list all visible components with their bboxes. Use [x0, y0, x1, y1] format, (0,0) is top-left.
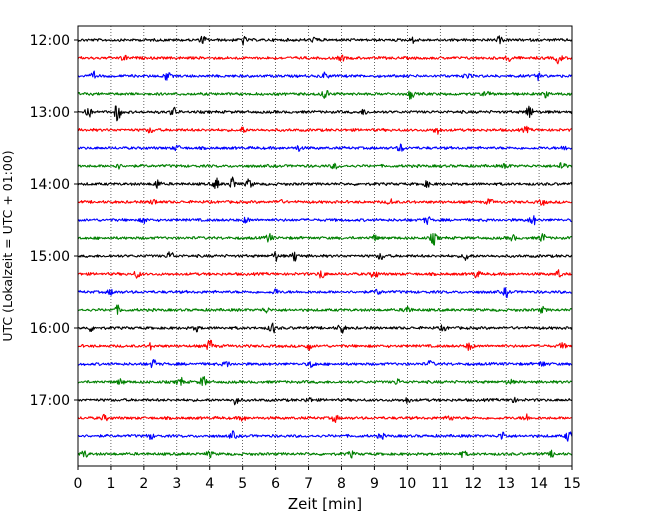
trace-line [77, 143, 573, 152]
trace-line [77, 215, 573, 226]
trace-line [77, 176, 573, 189]
trace-line [77, 359, 573, 369]
x-axis: 0 1 2 3 4 5 6 7 8 9 10 11 12 13 14 15 [74, 466, 581, 492]
trace-line [77, 287, 573, 299]
x-tick-label: 8 [337, 476, 346, 492]
trace-line [77, 339, 573, 351]
trace-line [77, 251, 573, 262]
x-tick-label: 5 [238, 476, 247, 492]
x-tick-label: 2 [139, 476, 148, 492]
y-tick-label: 17:00 [30, 393, 70, 409]
x-tick-label: 14 [530, 476, 548, 492]
x-tick-label: 11 [431, 476, 449, 492]
x-tick-label: 13 [497, 476, 515, 492]
x-tick-label: 0 [74, 476, 83, 492]
y-tick-label: 13:00 [30, 105, 70, 121]
x-tick-label: 3 [172, 476, 181, 492]
y-tick-label: 12:00 [30, 33, 70, 49]
trace-line [77, 35, 573, 46]
y-axis-label: UTC (Lokalzeit = UTC + 01:00) [0, 150, 15, 341]
trace-line [77, 376, 573, 386]
y-tick-label: 14:00 [30, 177, 70, 193]
trace-line [77, 125, 573, 135]
trace-line [77, 162, 573, 170]
y-tick-label: 16:00 [30, 321, 70, 337]
x-tick-label: 1 [106, 476, 115, 492]
x-tick-label: 12 [464, 476, 482, 492]
x-tick-label: 15 [563, 476, 581, 492]
trace-line [77, 430, 573, 442]
y-tick-label: 15:00 [30, 249, 70, 265]
trace-line [77, 304, 573, 315]
x-tick-label: 10 [398, 476, 416, 492]
trace-line [77, 89, 573, 100]
trace-line [77, 54, 573, 65]
x-tick-label: 7 [304, 476, 313, 492]
x-tick-label: 4 [205, 476, 214, 492]
x-tick-label: 9 [370, 476, 379, 492]
trace-line [77, 269, 573, 279]
x-axis-label: Zeit [min] [288, 495, 362, 513]
x-grid [110, 26, 540, 466]
x-tick-label: 6 [271, 476, 280, 492]
trace-line [77, 233, 573, 246]
trace-line [77, 198, 573, 206]
plot-frame [77, 25, 573, 467]
y-axis: 12:00 13:00 14:00 15:00 16:00 17:00 [30, 33, 78, 409]
trace-line [77, 322, 573, 334]
trace-line [77, 396, 573, 406]
trace-line [77, 449, 573, 459]
trace-line [77, 413, 573, 423]
trace-line [77, 70, 573, 82]
trace-line [77, 105, 573, 122]
traces [77, 35, 573, 459]
